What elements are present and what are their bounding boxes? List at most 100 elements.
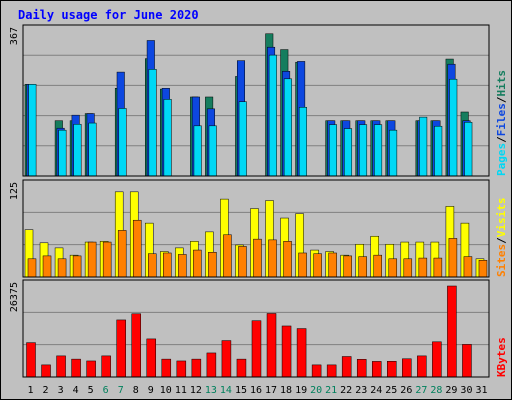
bar-kbytes-day-1 — [26, 342, 36, 378]
bar-sites-day-29 — [448, 238, 458, 278]
x-tick-label: 6 — [103, 385, 109, 396]
bar-pages-day-3 — [58, 129, 67, 177]
bar-kbytes-day-4 — [71, 358, 81, 378]
legend-files: Files — [495, 103, 508, 136]
x-tick-label: 27 — [415, 385, 427, 396]
bar-pages-day-18 — [283, 78, 292, 177]
bar-pages-day-13 — [208, 125, 217, 177]
legend-separator: / — [495, 237, 508, 244]
bar-sites-day-18 — [283, 241, 292, 278]
bar-kbytes-day-6 — [101, 355, 111, 378]
bar-pages-day-4 — [73, 123, 82, 177]
bar-pages-day-12 — [193, 125, 202, 177]
legend-separator: / — [495, 96, 508, 103]
panel-background — [23, 25, 489, 176]
x-tick-label: 14 — [220, 385, 232, 396]
bar-sites-day-14 — [223, 234, 232, 278]
x-tick-label: 17 — [265, 385, 277, 396]
bar-kbytes-day-9 — [146, 338, 157, 378]
bar-pages-day-30 — [464, 122, 473, 177]
bar-pages-day-15 — [238, 101, 247, 177]
x-tick-label: 4 — [73, 385, 79, 396]
bar-sites-day-11 — [178, 254, 187, 278]
x-tick-label: 10 — [160, 385, 172, 396]
x-tick-label: 28 — [430, 385, 442, 396]
bar-kbytes-day-27 — [417, 355, 427, 378]
bar-pages-day-23 — [359, 124, 368, 177]
x-tick-label: 3 — [58, 385, 64, 396]
x-tick-label: 7 — [118, 385, 124, 396]
x-tick-label: 8 — [133, 385, 139, 396]
legend-separator: / — [495, 136, 508, 143]
x-tick-label: 29 — [445, 385, 457, 396]
bar-kbytes-day-25 — [387, 361, 397, 378]
bar-kbytes-day-3 — [56, 355, 66, 378]
bar-kbytes-day-23 — [356, 359, 367, 378]
y-max-label: 125 — [9, 182, 20, 200]
bar-pages-day-29 — [449, 78, 458, 177]
bar-sites-day-23 — [358, 256, 367, 278]
bar-sites-day-12 — [193, 249, 202, 278]
bar-kbytes-day-12 — [191, 358, 202, 378]
bar-sites-day-5 — [87, 241, 97, 278]
legend-bottom: KBytes — [495, 337, 508, 377]
x-tick-label: 18 — [280, 385, 292, 396]
x-tick-label: 15 — [235, 385, 247, 396]
bar-kbytes-day-14 — [221, 340, 232, 378]
x-tick-label: 20 — [310, 385, 322, 396]
x-tick-label: 9 — [148, 385, 154, 396]
bar-pages-day-24 — [374, 124, 383, 177]
bar-kbytes-day-15 — [236, 358, 247, 378]
bar-kbytes-day-21 — [326, 364, 337, 378]
panel-border — [22, 24, 490, 177]
bar-sites-day-9 — [148, 253, 157, 278]
x-tick-label: 21 — [325, 385, 337, 396]
bar-kbytes-day-30 — [462, 344, 472, 378]
bar-pages-day-17 — [268, 54, 277, 177]
panel-border — [22, 179, 490, 278]
bar-sites-day-3 — [57, 258, 67, 278]
bar-sites-day-21 — [328, 252, 337, 278]
x-tick-label: 5 — [88, 385, 94, 396]
bar-sites-day-28 — [433, 257, 443, 278]
chart-title: Daily usage for June 2020 — [18, 8, 199, 22]
bar-pages-day-28 — [434, 125, 443, 177]
bar-kbytes-day-26 — [402, 358, 412, 378]
legend-hits: Hits — [495, 70, 508, 97]
bar-kbytes-day-2 — [41, 364, 51, 378]
y-max-label: 367 — [9, 27, 20, 45]
bar-kbytes-day-5 — [86, 360, 96, 378]
bar-kbytes-day-28 — [432, 341, 442, 378]
bar-kbytes-day-24 — [371, 361, 382, 378]
bar-pages-day-21 — [328, 124, 337, 177]
bar-kbytes-day-18 — [281, 325, 292, 378]
x-tick-label: 31 — [475, 385, 487, 396]
bar-sites-day-4 — [72, 255, 82, 278]
bar-sites-day-22 — [343, 255, 352, 278]
bar-kbytes-day-7 — [116, 319, 126, 378]
bar-kbytes-day-19 — [296, 328, 307, 378]
bar-sites-day-8 — [132, 219, 142, 278]
bar-sites-day-1 — [27, 258, 37, 278]
bar-sites-day-19 — [298, 252, 307, 278]
x-tick-label: 12 — [190, 385, 202, 396]
bar-pages-day-19 — [298, 107, 307, 177]
bar-kbytes-day-10 — [161, 358, 172, 378]
x-tick-label: 25 — [385, 385, 397, 396]
bar-sites-day-6 — [102, 241, 112, 278]
bar-pages-day-10 — [163, 99, 172, 177]
x-tick-label: 16 — [250, 385, 262, 396]
bar-sites-day-15 — [238, 246, 247, 278]
bar-kbytes-day-22 — [341, 356, 352, 378]
x-tick-label: 26 — [400, 385, 412, 396]
legend-sites: Sites — [495, 244, 508, 277]
bar-pages-day-9 — [148, 69, 157, 177]
legend-middle: Sites/Visits — [495, 198, 508, 278]
bar-kbytes-day-29 — [447, 285, 457, 378]
bar-kbytes-day-16 — [251, 320, 262, 378]
bar-sites-day-25 — [388, 258, 398, 278]
bar-sites-day-13 — [208, 251, 217, 278]
bar-sites-day-7 — [117, 230, 127, 278]
panel-border — [22, 279, 490, 378]
